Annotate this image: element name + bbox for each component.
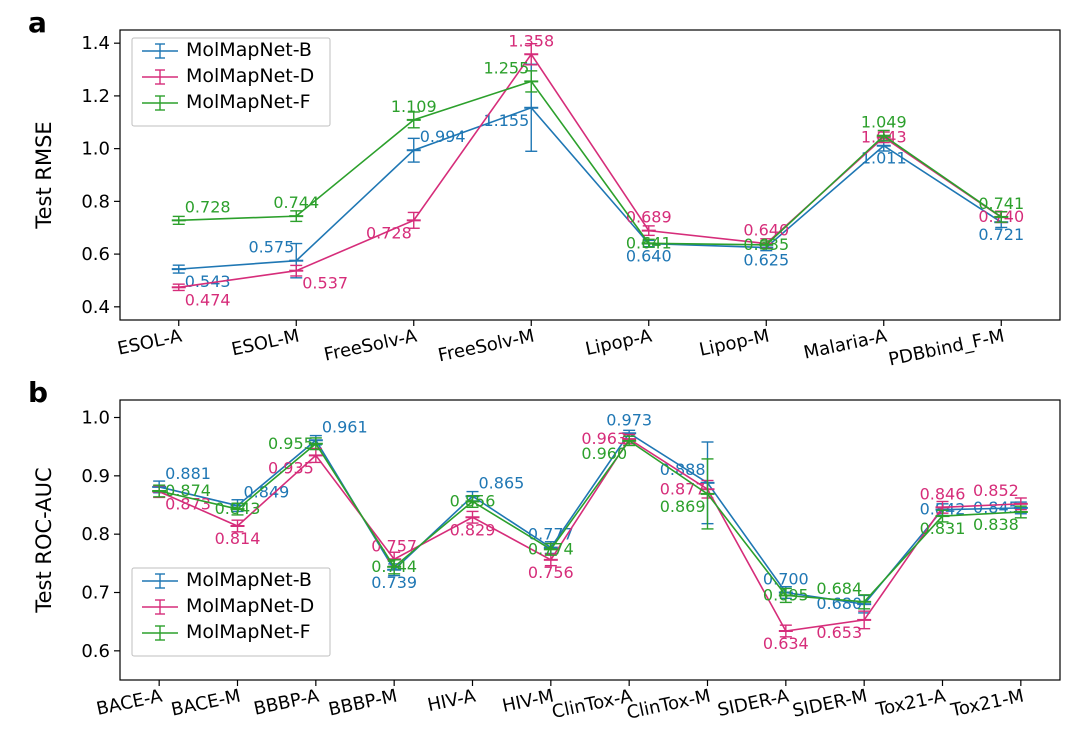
- value-label: 0.684: [816, 579, 862, 598]
- value-label: 0.865: [479, 473, 525, 492]
- legend-item: MolMapNet-B: [186, 569, 312, 591]
- value-label: 0.831: [920, 519, 966, 538]
- chart-b: 0.6 0.7 0.8 0.9 1.0 BACE-ABACE-M BBBP-ABBBP-M H…: [0, 0, 1080, 748]
- value-label: 0.757: [371, 536, 417, 555]
- xtick-label: Tox21-M: [948, 686, 1026, 722]
- xtick-label: Tox21-A: [873, 685, 948, 721]
- value-label: 0.935: [268, 458, 314, 477]
- svg-text:0.9: 0.9: [81, 466, 110, 487]
- value-label: 0.960: [581, 444, 627, 463]
- xtick-label: HIV-M: [500, 686, 555, 717]
- value-label: 0.973: [606, 410, 652, 429]
- xtick-label: BACE-M: [169, 686, 242, 721]
- value-label: 0.634: [763, 634, 809, 653]
- value-label: 0.843: [215, 499, 261, 518]
- xtick-label: BACE-A: [95, 685, 165, 720]
- value-label: 0.869: [660, 497, 706, 516]
- svg-text:0.7: 0.7: [81, 583, 110, 604]
- value-label: 0.756: [528, 563, 574, 582]
- value-label: 0.846: [920, 484, 966, 503]
- xtick-label: ClinTox-A: [550, 685, 635, 723]
- value-label: 0.961: [322, 417, 368, 436]
- svg-text:0.8: 0.8: [81, 524, 110, 545]
- value-label: 0.838: [973, 515, 1019, 534]
- value-label: 0.955: [268, 434, 314, 453]
- legend-item: MolMapNet-D: [186, 595, 314, 617]
- value-label: 0.874: [165, 481, 211, 500]
- value-label: 0.774: [528, 539, 574, 558]
- xtick-label: HIV-A: [426, 685, 478, 716]
- xtick-label: BBBP-M: [327, 686, 399, 721]
- value-label: 0.829: [450, 520, 496, 539]
- xtick-label: BBBP-A: [252, 685, 322, 719]
- legend-item: MolMapNet-F: [186, 621, 311, 643]
- value-label: 0.814: [215, 529, 261, 548]
- value-label: 0.744: [371, 557, 417, 576]
- value-label: 0.852: [973, 481, 1019, 500]
- value-label: 0.653: [816, 623, 862, 642]
- svg-text:1.0: 1.0: [81, 408, 110, 429]
- xtick-label: ClinTox-M: [625, 686, 713, 724]
- value-label: 0.695: [763, 585, 809, 604]
- svg-text:0.6: 0.6: [81, 641, 110, 662]
- xtick-label: SIDER-M: [791, 686, 869, 722]
- value-label: 0.856: [450, 492, 496, 511]
- xtick-label: SIDER-A: [716, 685, 792, 721]
